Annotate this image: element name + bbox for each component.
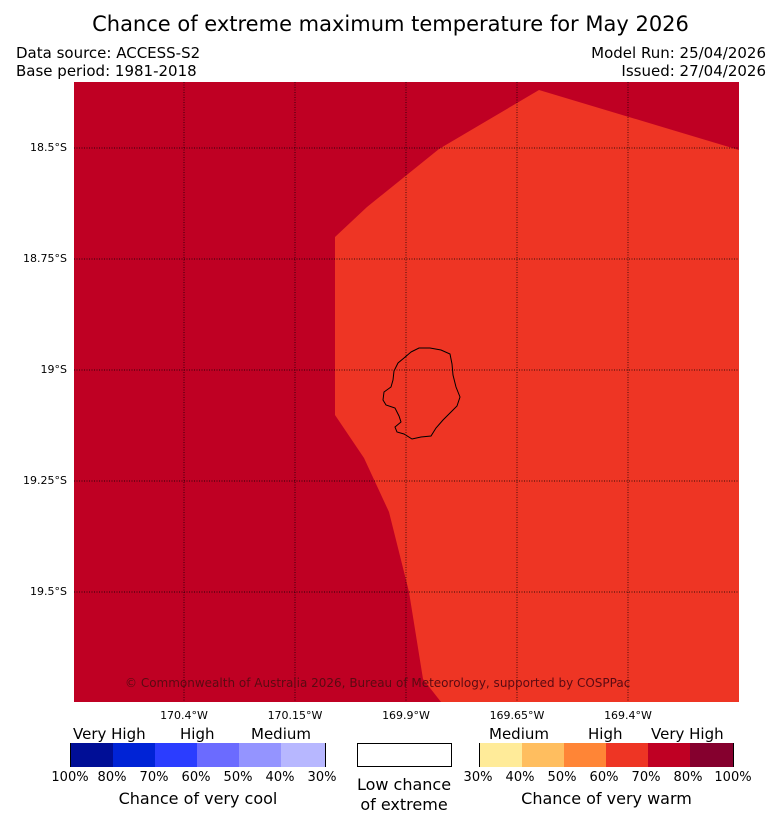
warm-caption: Chance of very warm xyxy=(521,789,692,808)
warm-category-medium: Medium xyxy=(489,725,549,743)
cool-percent: 50% xyxy=(223,770,253,785)
lon-label: 169.65°W xyxy=(489,709,545,722)
cool-category-high: High xyxy=(180,725,215,743)
warm-swatch xyxy=(522,743,565,767)
lat-label: 18.5°S xyxy=(30,141,67,154)
warm-percent: 30% xyxy=(463,770,493,785)
warm-swatch xyxy=(648,743,691,767)
neutral-caption-line2: of extreme xyxy=(360,795,448,814)
warm-percent: 60% xyxy=(589,770,619,785)
warm-colorbar xyxy=(479,743,734,767)
cool-swatch xyxy=(239,743,282,767)
cool-swatch xyxy=(197,743,240,767)
cool-colorbar xyxy=(70,743,326,767)
warm-category-very-high: Very High xyxy=(651,725,724,743)
page-title: Chance of extreme maximum temperature fo… xyxy=(92,12,689,36)
island-coastline xyxy=(382,347,461,440)
lat-label: 19.5°S xyxy=(30,585,67,598)
lat-label: 19.25°S xyxy=(23,474,67,487)
warm-swatch xyxy=(606,743,649,767)
cool-swatch xyxy=(155,743,198,767)
lon-label: 170.15°W xyxy=(267,709,323,722)
zone-inner xyxy=(335,90,739,702)
cool-swatch xyxy=(113,743,156,767)
warm-swatch xyxy=(690,743,733,767)
cool-percent: 30% xyxy=(307,770,337,785)
graticule xyxy=(74,82,739,702)
data-source: Data source: ACCESS-S2 xyxy=(16,44,201,62)
neutral-swatch xyxy=(357,743,452,767)
warm-percent: 40% xyxy=(505,770,535,785)
cool-percent: 60% xyxy=(181,770,211,785)
copyright-notice: © Commonwealth of Australia 2026, Bureau… xyxy=(125,676,631,690)
warm-percent: 70% xyxy=(631,770,661,785)
cool-percent: 80% xyxy=(97,770,127,785)
cool-percent: 100% xyxy=(51,770,89,785)
warm-swatch xyxy=(480,743,523,767)
cool-category-medium: Medium xyxy=(251,725,311,743)
lon-label: 170.4°W xyxy=(160,709,208,722)
base-period: Base period: 1981-2018 xyxy=(16,62,197,80)
cool-category-very-high: Very High xyxy=(73,725,146,743)
warm-category-high: High xyxy=(588,725,623,743)
lon-label: 169.9°W xyxy=(382,709,430,722)
lat-label: 18.75°S xyxy=(23,252,67,265)
issued-date: Issued: 27/04/2026 xyxy=(621,62,766,80)
cool-percent: 70% xyxy=(139,770,169,785)
cool-swatch xyxy=(71,743,114,767)
cool-caption: Chance of very cool xyxy=(118,789,278,808)
warm-percent: 50% xyxy=(547,770,577,785)
model-run: Model Run: 25/04/2026 xyxy=(591,44,766,62)
lon-label: 169.4°W xyxy=(604,709,652,722)
cool-percent: 40% xyxy=(265,770,295,785)
lat-label: 19°S xyxy=(40,363,67,376)
neutral-caption-line1: Low chance xyxy=(356,775,452,794)
cool-swatch xyxy=(281,743,325,767)
warm-swatch xyxy=(564,743,607,767)
warm-percent: 100% xyxy=(714,770,752,785)
forecast-map xyxy=(74,82,739,702)
warm-percent: 80% xyxy=(673,770,703,785)
